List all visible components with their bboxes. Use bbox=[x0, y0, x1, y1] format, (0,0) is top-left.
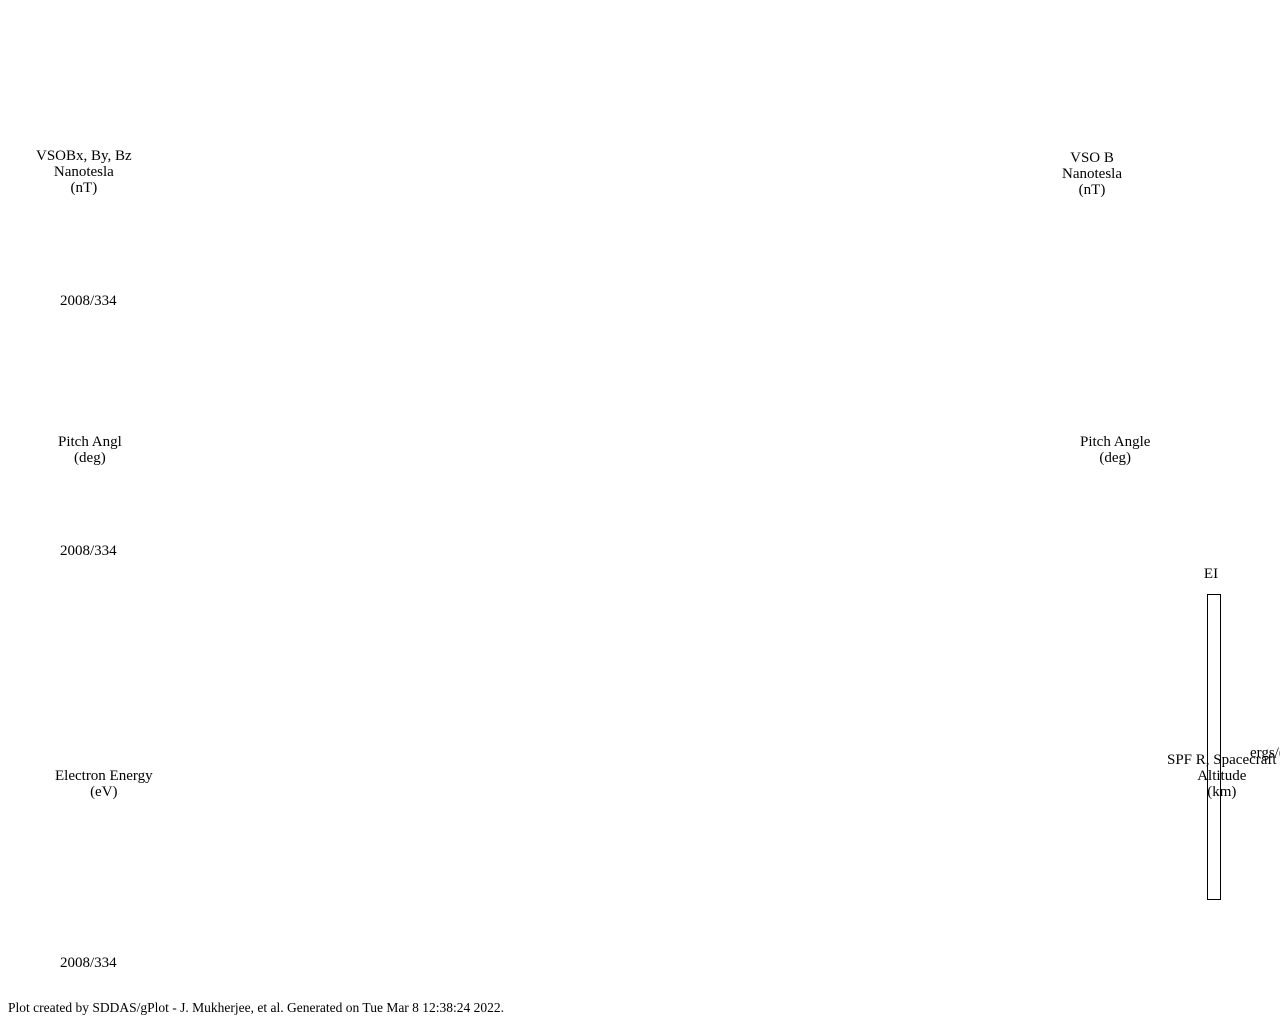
panel2-date-label: 2008/334 bbox=[60, 543, 117, 559]
panel3-left-axis-title: Electron Energy (eV) bbox=[55, 768, 153, 800]
pitch-angle-plot-canvas bbox=[185, 338, 1010, 530]
panel1-date-label: 2008/334 bbox=[60, 293, 117, 309]
electron-energy-spectrogram-canvas bbox=[185, 588, 1010, 948]
panel1-right-axis-title: VSO B Nanotesla (nT) bbox=[1062, 150, 1122, 198]
panel2-left-axis-title: Pitch Angl (deg) bbox=[58, 434, 122, 466]
footer-credit: Plot created by SDDAS/gPlot - J. Mukherj… bbox=[8, 1000, 505, 1015]
magnetic-field-plot-canvas bbox=[185, 12, 1010, 285]
colorbar-title: EI bbox=[1203, 566, 1219, 582]
panel3-right-axis-title: SPF R, Spacecraft Altitude (km) bbox=[1167, 752, 1277, 800]
colorbar bbox=[1207, 594, 1221, 900]
colorbar-unit-label: ergs/(cm²-sr-sec-eV) bbox=[1250, 745, 1280, 761]
panel2-right-axis-title: Pitch Angle (deg) bbox=[1080, 434, 1151, 466]
panel1-left-axis-title: VSOBx, By, Bz Nanotesla (nT) bbox=[36, 148, 132, 196]
panel3-date-label: 2008/334 bbox=[60, 955, 117, 971]
